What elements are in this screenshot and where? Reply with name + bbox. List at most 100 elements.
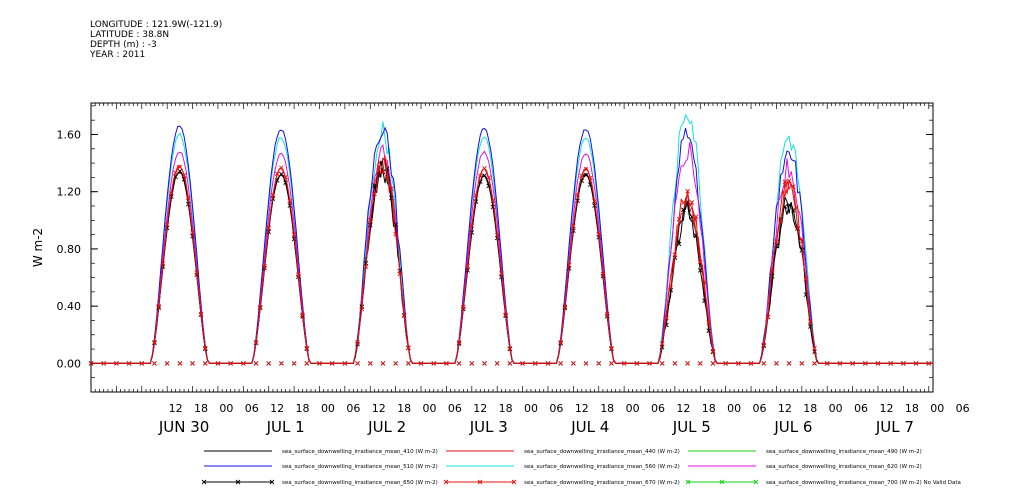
x-hour-tick-label: 06 xyxy=(753,402,767,415)
series-line-3 xyxy=(91,125,933,364)
series-marker-6 xyxy=(279,171,284,177)
x-hour-tick-label: 12 xyxy=(575,402,589,415)
series-marker-7 xyxy=(587,175,593,181)
legend-marker xyxy=(235,479,241,485)
series-marker-7 xyxy=(926,361,932,366)
x-hour-tick-label: 06 xyxy=(549,402,563,415)
x-hour-tick-label: 06 xyxy=(245,402,259,415)
series-marker-7 xyxy=(621,361,627,366)
legend-marker xyxy=(685,479,691,485)
x-hour-tick-label: 00 xyxy=(930,402,944,415)
series-marker-7 xyxy=(676,216,682,222)
legend-item: sea_surface_downwelling_irradiance_mean_… xyxy=(204,449,438,455)
series-marker-7 xyxy=(837,361,843,366)
series-marker-7 xyxy=(401,313,407,318)
x-hour-tick-label: 06 xyxy=(651,402,665,415)
series-marker-7 xyxy=(465,263,470,269)
series-marker-7 xyxy=(291,361,297,366)
series-marker-7 xyxy=(706,320,712,325)
series-marker-7 xyxy=(152,340,157,345)
series-marker-7 xyxy=(177,361,183,366)
series-marker-7 xyxy=(469,361,475,366)
series-marker-7 xyxy=(291,232,297,237)
legend-marker xyxy=(201,479,207,485)
series-marker-7 xyxy=(647,361,652,366)
series-marker-7 xyxy=(469,223,475,228)
series-marker-6 xyxy=(592,203,597,208)
x-hour-tick-label: 18 xyxy=(397,402,411,415)
series-marker-7 xyxy=(101,361,107,366)
x-hour-tick-label: 00 xyxy=(321,402,335,415)
series-marker-7 xyxy=(376,164,382,169)
series-marker-7 xyxy=(803,276,809,281)
series-marker-7 xyxy=(257,304,263,310)
series-marker-7 xyxy=(672,252,678,258)
plot-border xyxy=(90,102,934,393)
series-marker-7 xyxy=(139,361,145,366)
series-marker-7 xyxy=(389,186,394,191)
series-marker-7 xyxy=(461,304,466,310)
legend-marker xyxy=(719,479,725,485)
legend-item: sea_surface_downwelling_irradiance_mean_… xyxy=(446,464,680,470)
x-day-label: JUL 4 xyxy=(570,418,609,436)
series-marker-7 xyxy=(393,231,398,237)
series-marker-7 xyxy=(253,361,259,366)
series-marker-7 xyxy=(279,165,284,171)
series-marker-7 xyxy=(372,191,377,197)
x-hour-tick-label: 06 xyxy=(956,402,970,415)
series-marker-7 xyxy=(228,361,233,366)
legend-label: sea_surface_downwelling_irradiance_mean_… xyxy=(524,480,680,486)
series-marker-7 xyxy=(177,164,183,170)
series-marker-7 xyxy=(791,184,796,190)
series-marker-7 xyxy=(736,361,741,366)
series-marker-7 xyxy=(473,192,479,198)
x-day-label: JUL 2 xyxy=(367,418,406,436)
legend-item: sea_surface_downwelling_irradiance_mean_… xyxy=(446,449,680,455)
series-marker-7 xyxy=(693,214,699,220)
series-marker-7 xyxy=(778,218,783,224)
series-marker-7 xyxy=(710,361,716,366)
series-marker-7 xyxy=(490,198,496,203)
legend-marker xyxy=(511,479,517,485)
y-tick-label: 1.60 xyxy=(57,128,82,141)
series-marker-7 xyxy=(190,361,195,366)
series-marker-7 xyxy=(287,198,293,204)
series-marker-7 xyxy=(769,268,775,273)
legend-marker xyxy=(443,479,449,485)
series-marker-7 xyxy=(558,340,563,345)
series-marker-6 xyxy=(177,168,183,174)
x-day-label: JUN 30 xyxy=(158,418,209,436)
longitude-text: LONGITUDE : 121.9W(-121.9) xyxy=(90,20,223,30)
series-marker-7 xyxy=(503,312,508,318)
x-hour-tick-label: 12 xyxy=(372,402,386,415)
series-marker-7 xyxy=(668,285,673,290)
y-axis-label: W m-2 xyxy=(31,228,45,267)
series-marker-7 xyxy=(774,239,779,244)
series-group-3 xyxy=(91,125,933,364)
series-marker-7 xyxy=(689,200,695,205)
series-marker-7 xyxy=(901,361,906,366)
series-group-5 xyxy=(91,142,933,364)
series-marker-7 xyxy=(824,361,830,366)
series-marker-7 xyxy=(507,346,513,351)
series-marker-7 xyxy=(355,361,360,366)
series-marker-7 xyxy=(393,361,398,366)
series-marker-7 xyxy=(279,361,284,366)
series-marker-7 xyxy=(799,361,805,366)
legend-label: sea_surface_downwelling_irradiance_mean_… xyxy=(524,449,680,455)
legend-marker xyxy=(269,479,275,485)
series-marker-7 xyxy=(406,361,411,366)
series-marker-7 xyxy=(604,311,610,317)
x-day-label: JUL 5 xyxy=(672,418,711,436)
x-hour-tick-label: 06 xyxy=(346,402,360,415)
series-line-5 xyxy=(91,142,933,364)
series-marker-6 xyxy=(372,183,377,188)
series-marker-7 xyxy=(342,361,348,366)
series-marker-7 xyxy=(558,361,563,366)
series-marker-7 xyxy=(634,361,640,366)
metadata-block: LONGITUDE : 121.9W(-121.9) LATITUDE : 38… xyxy=(90,20,222,60)
series-marker-7 xyxy=(850,361,855,366)
series-marker-6 xyxy=(482,173,487,178)
series-marker-6 xyxy=(681,207,686,213)
series-marker-7 xyxy=(702,280,707,285)
